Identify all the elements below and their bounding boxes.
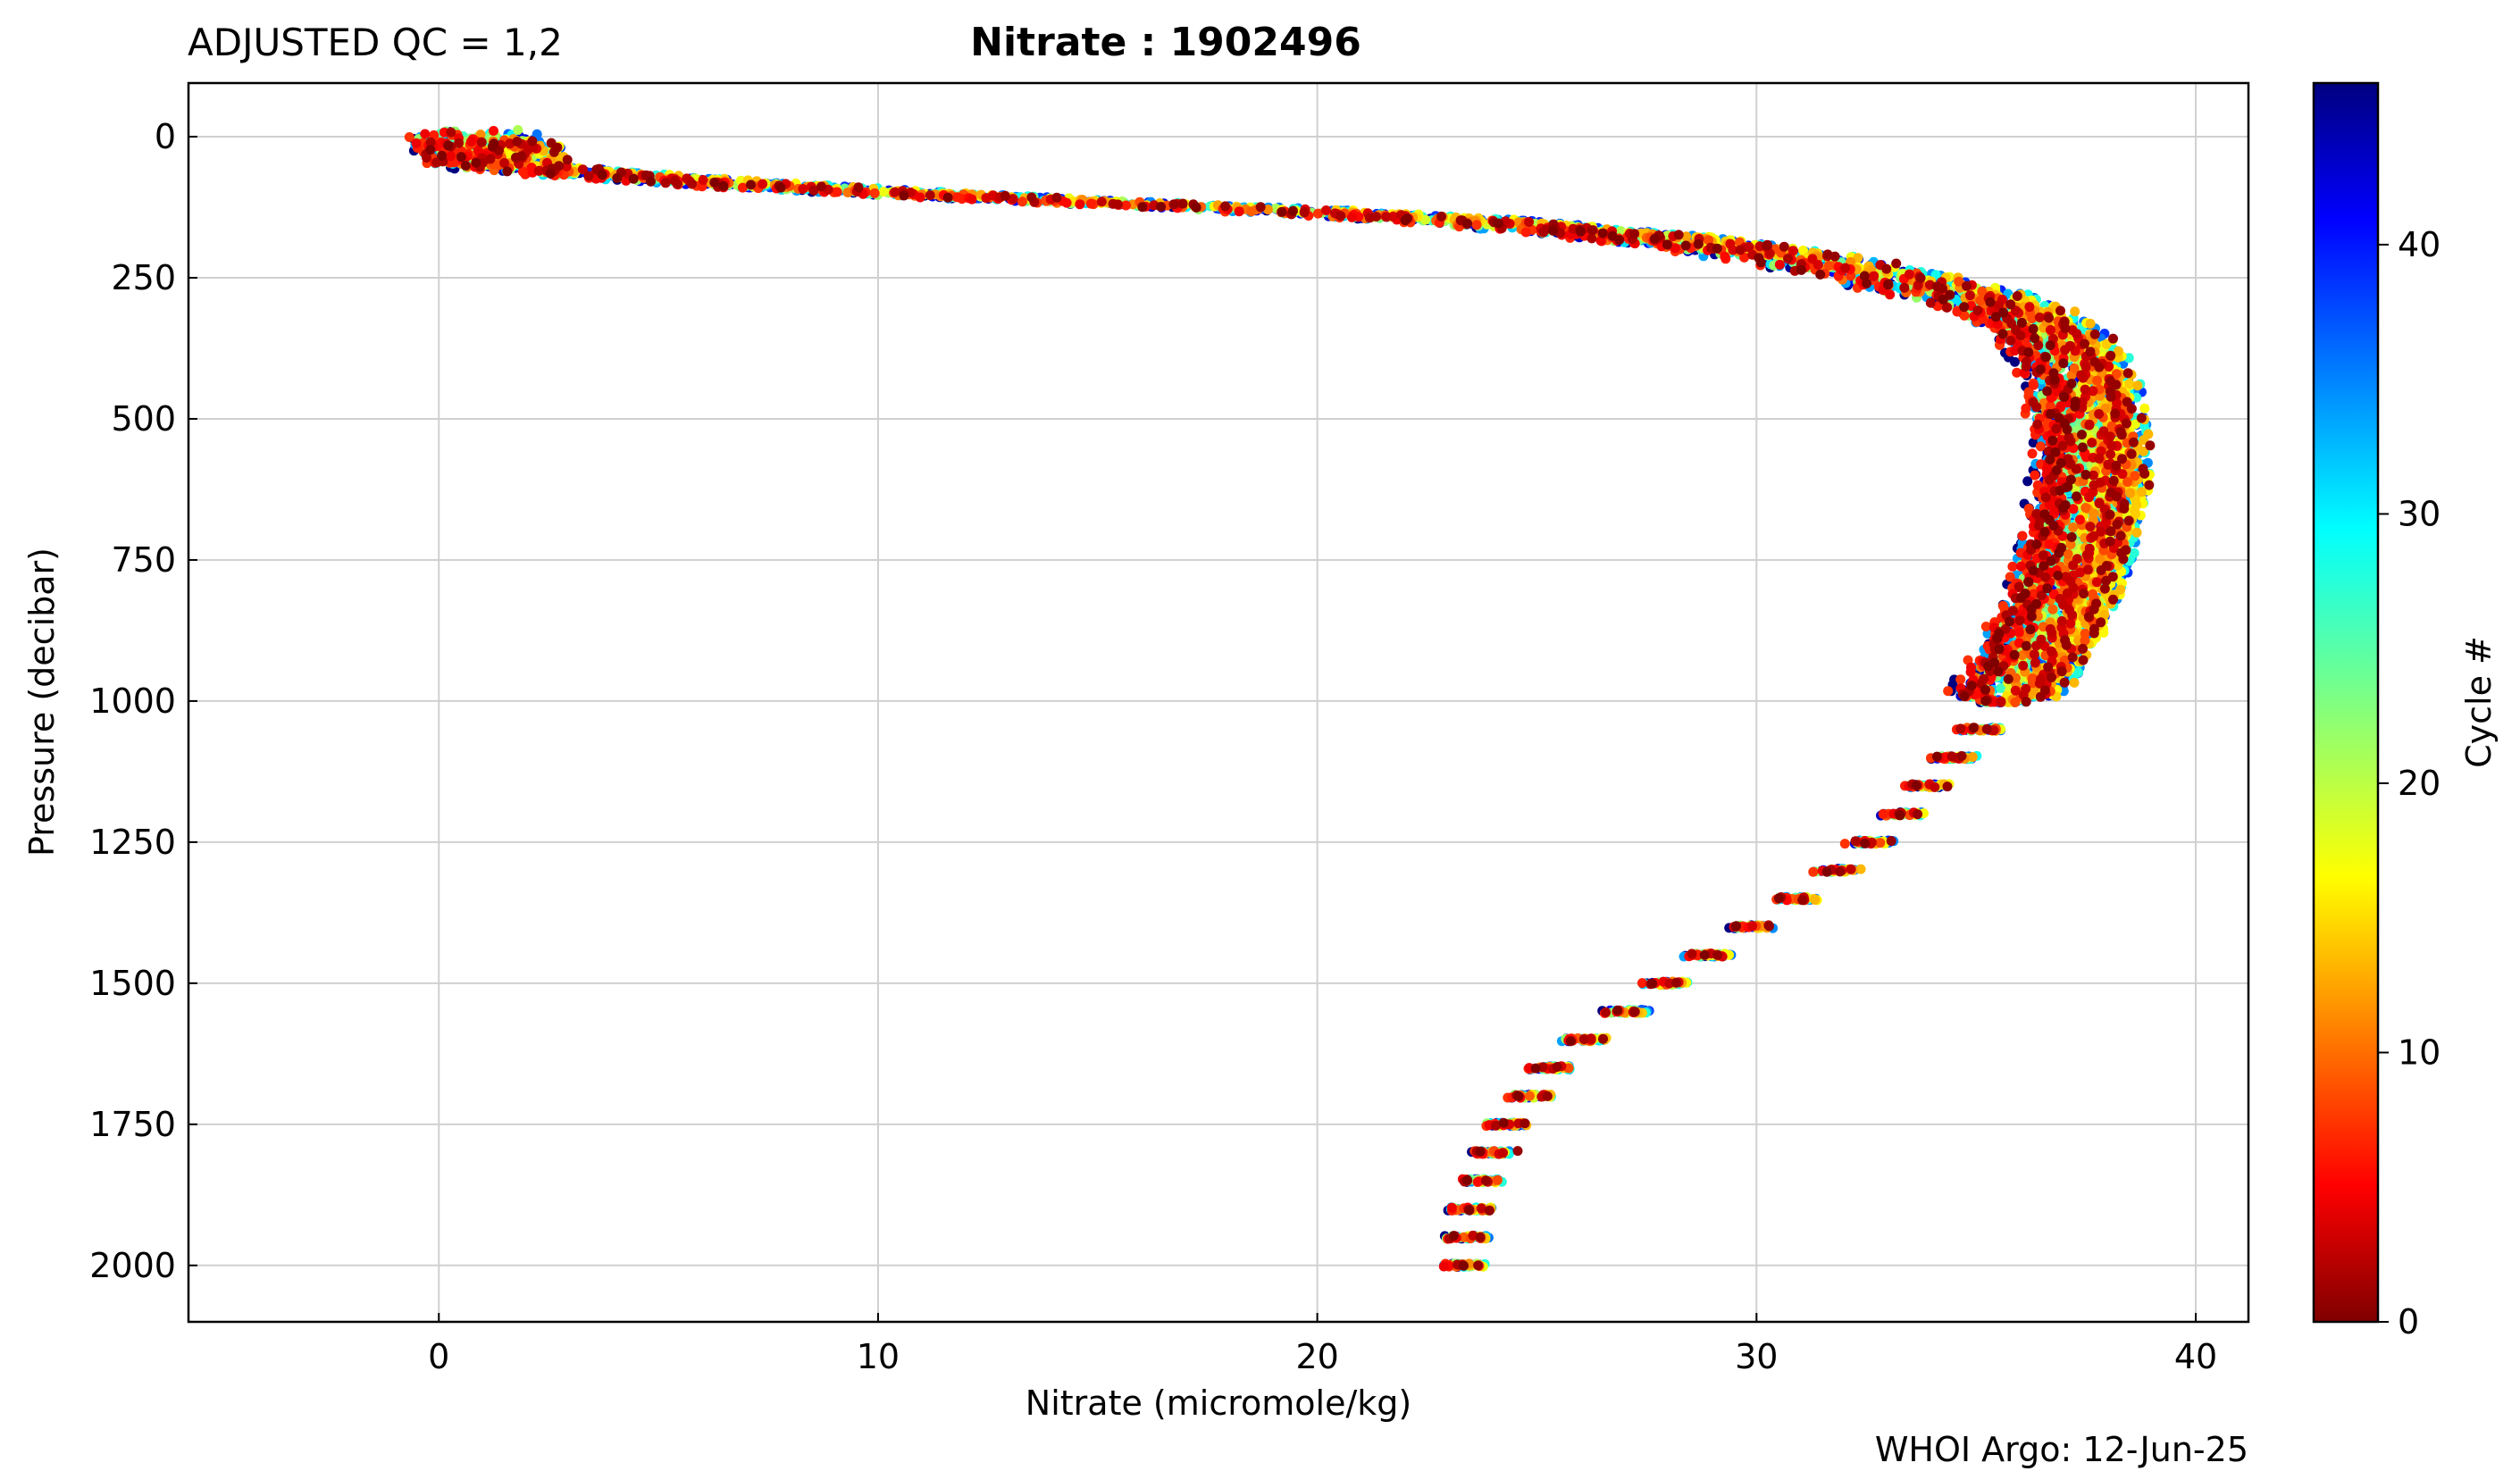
data-point [2089,508,2099,519]
data-point [2131,527,2142,538]
data-point [2069,677,2080,688]
data-point [2125,488,2136,498]
data-point [2045,617,2055,628]
data-point [2131,392,2142,403]
data-point [2136,487,2147,497]
data-point [1681,231,1692,242]
data-point [878,187,889,197]
data-point [2085,318,2096,329]
data-point [2139,435,2149,445]
data-point [1855,864,1866,874]
data-point [2100,403,2111,414]
data-point [2132,380,2143,391]
data-point [1420,214,1431,225]
data-point [2129,547,2139,558]
data-point [2101,338,2112,349]
data-point [2139,403,2150,414]
data-point [2070,306,2080,317]
qc-label: ADJUSTED QC = 1,2 [188,21,563,64]
data-point [2124,379,2135,389]
data-point [1810,895,1821,905]
scatter-points [404,125,2156,1273]
data-point [2114,346,2123,356]
data-point [2073,667,2083,678]
data-point [2022,476,2033,487]
data-point [1967,752,1978,762]
data-point [2139,446,2149,456]
data-point [1615,226,1626,237]
data-point [532,129,542,139]
data-point [2028,438,2039,448]
data-point [1996,683,2006,694]
chart-title: Nitrate : 1902496 [970,20,1361,65]
data-point [2123,353,2134,364]
data-point [1853,253,1863,263]
data-point [2099,610,2110,620]
data-point [513,125,523,135]
data-point [2010,356,2020,367]
